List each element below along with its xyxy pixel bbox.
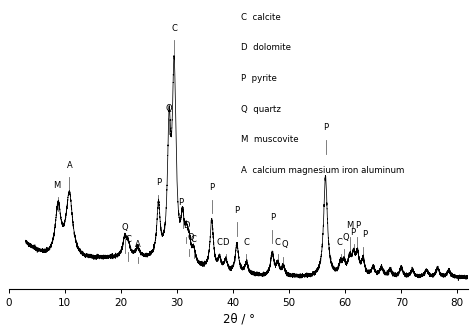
Text: Q: Q <box>342 233 349 242</box>
Text: A: A <box>135 240 141 250</box>
Text: Q  quartz: Q quartz <box>241 105 281 114</box>
Text: C: C <box>217 238 222 247</box>
Text: P: P <box>323 123 328 132</box>
Text: D: D <box>222 238 229 247</box>
Text: C: C <box>125 235 131 245</box>
Text: C: C <box>191 235 197 245</box>
Text: M: M <box>53 181 60 190</box>
Text: Q: Q <box>282 240 289 250</box>
Text: Q: Q <box>188 233 194 242</box>
Text: P: P <box>156 178 161 187</box>
Text: P: P <box>362 230 367 240</box>
Text: A  calcium magnesium iron aluminum: A calcium magnesium iron aluminum <box>241 166 404 175</box>
Text: P: P <box>178 198 183 207</box>
Text: C: C <box>336 238 342 247</box>
Text: P  pyrite: P pyrite <box>241 74 277 83</box>
Text: C  calcite: C calcite <box>241 13 281 22</box>
Text: D  dolomite: D dolomite <box>241 43 291 52</box>
Text: P: P <box>350 228 355 237</box>
Text: P: P <box>270 213 275 222</box>
Text: P: P <box>355 220 360 229</box>
Text: D: D <box>183 220 190 229</box>
Text: P: P <box>209 183 214 192</box>
Text: C: C <box>275 238 281 247</box>
Text: C: C <box>171 24 177 33</box>
Text: P: P <box>234 206 239 214</box>
Text: Q: Q <box>121 223 128 232</box>
Text: M: M <box>346 220 353 229</box>
Text: Q: Q <box>166 104 173 113</box>
Text: C: C <box>244 238 249 247</box>
Text: M  muscovite: M muscovite <box>241 135 299 144</box>
X-axis label: 2θ / °: 2θ / ° <box>223 312 255 325</box>
Text: A: A <box>66 161 72 170</box>
